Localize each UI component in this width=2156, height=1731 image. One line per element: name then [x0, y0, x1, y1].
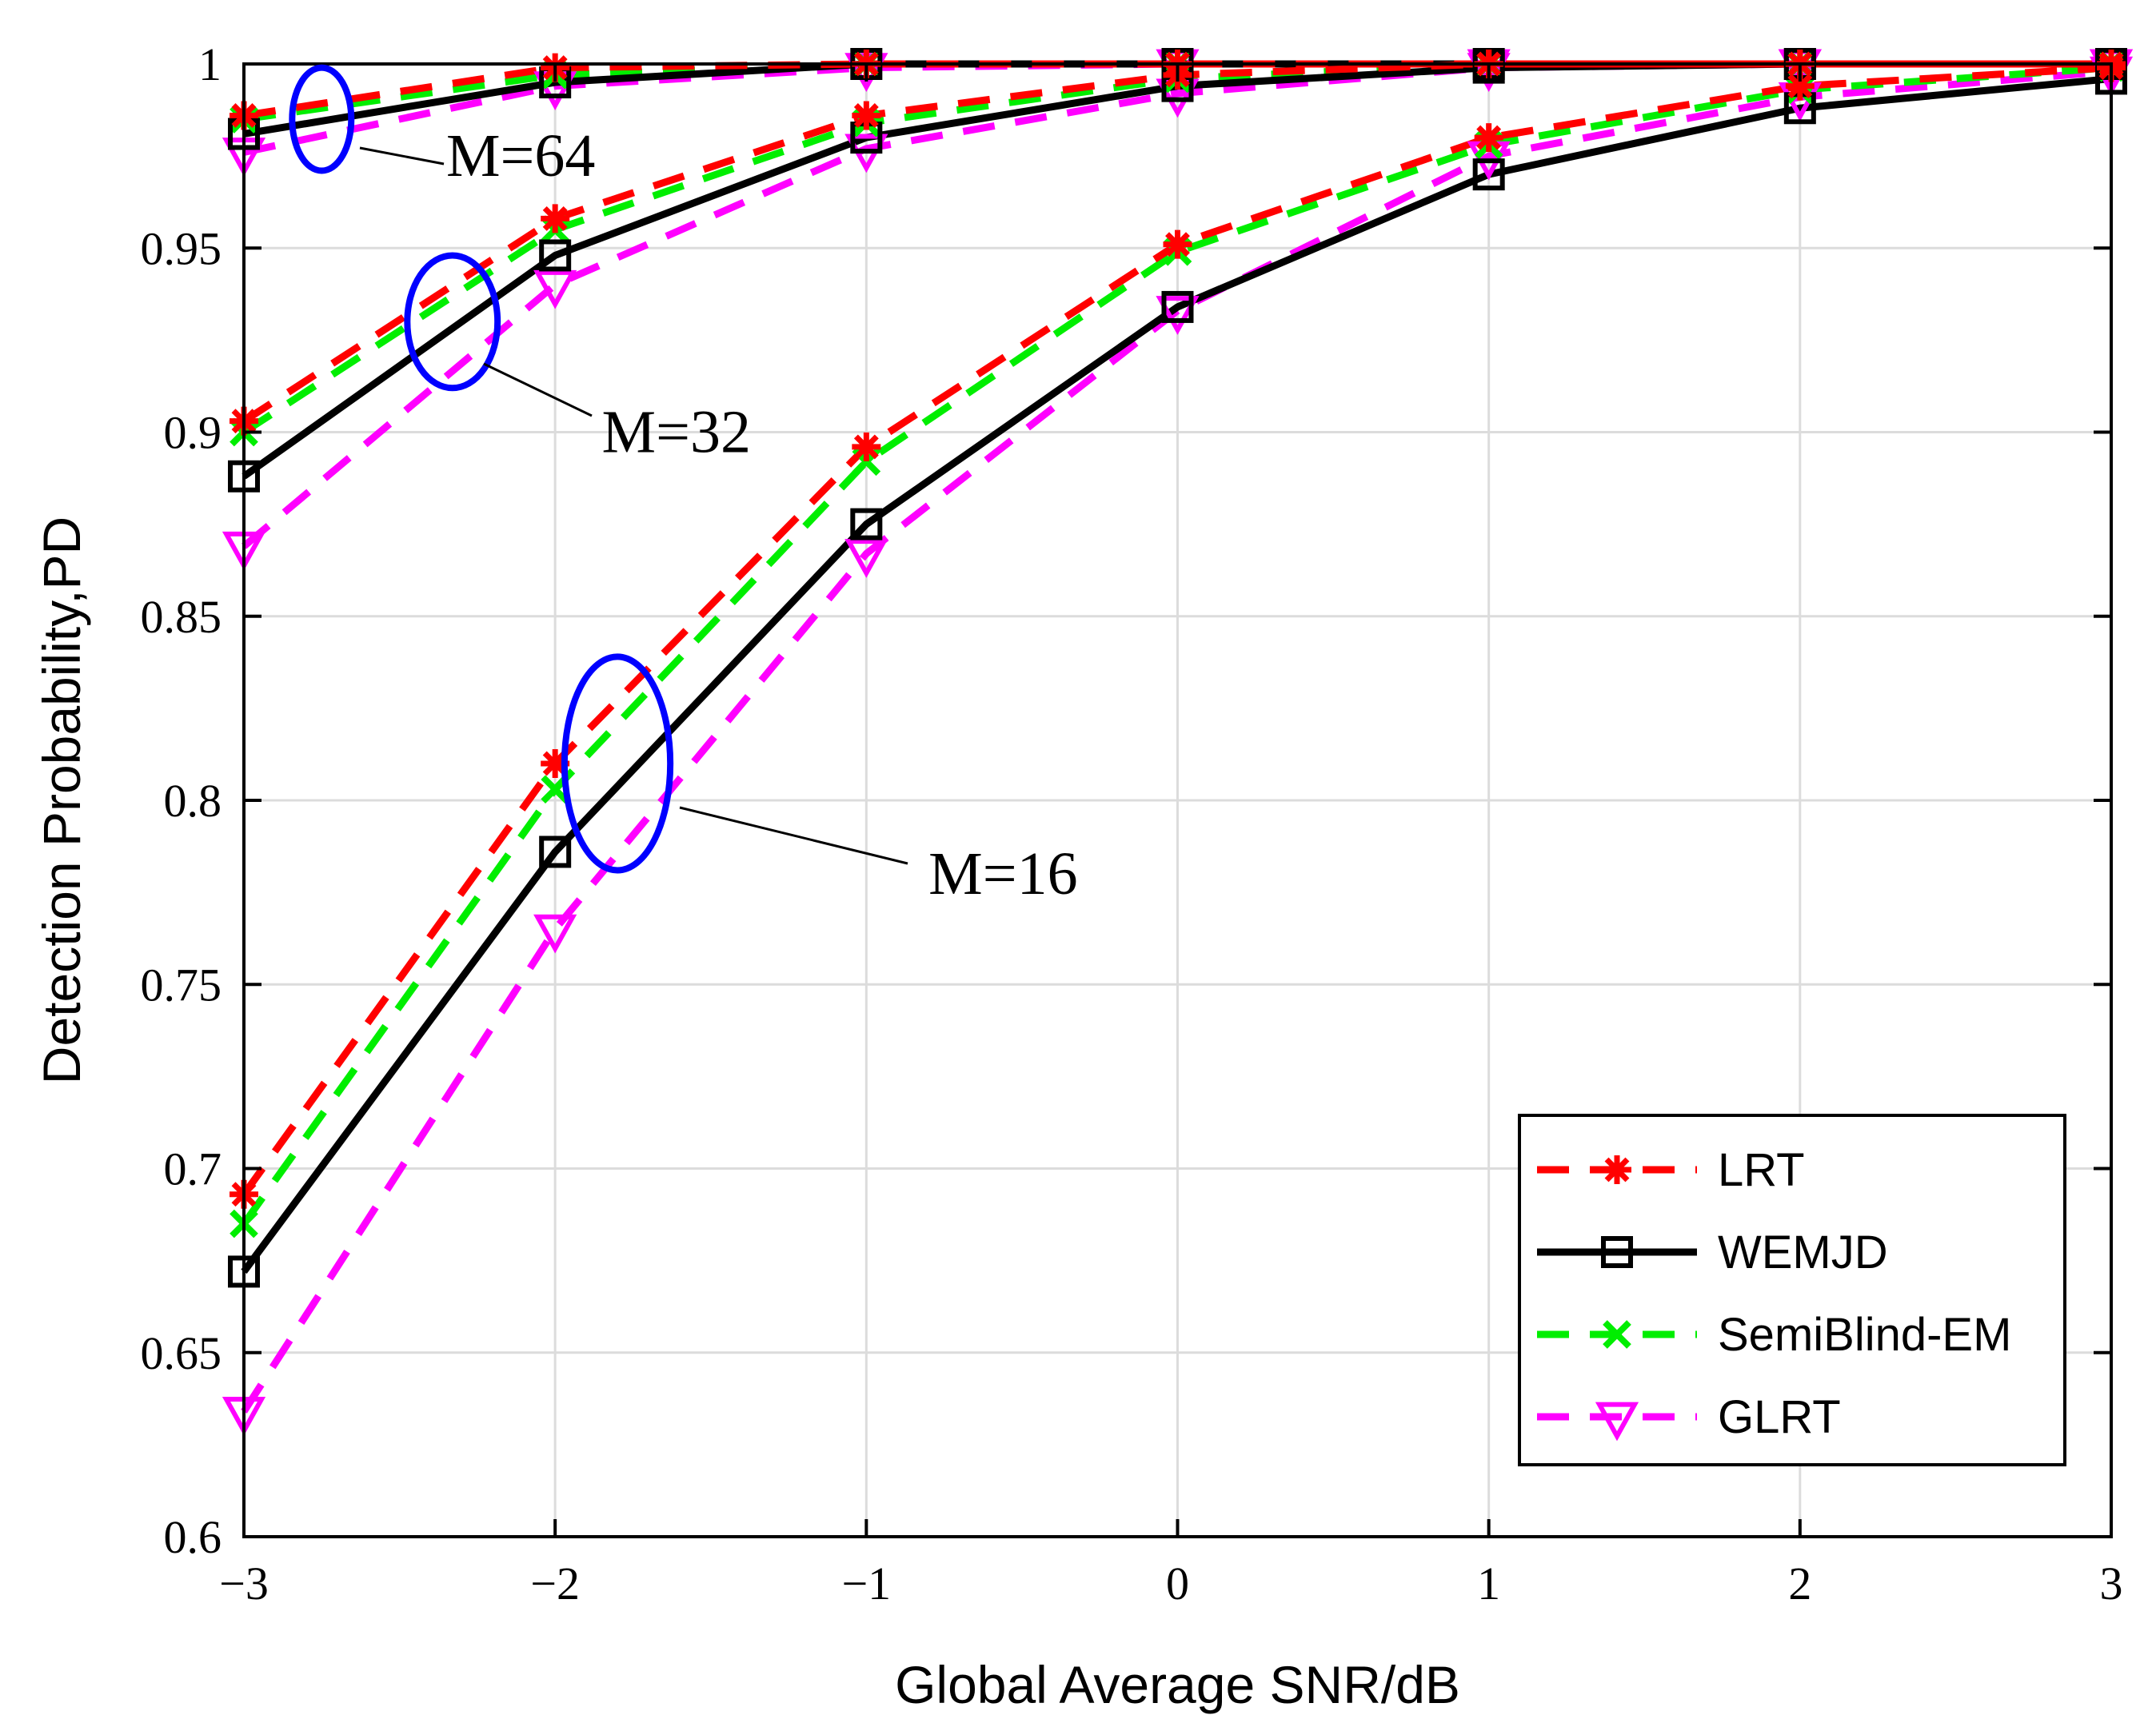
data-point-wemjd — [539, 239, 572, 272]
legend-label: GLRT — [1718, 1391, 1841, 1443]
legend-marker — [1595, 1402, 1639, 1442]
y-tick-label: 0.95 — [141, 222, 222, 274]
marker-square — [539, 836, 572, 868]
annotation-label-m16: M=16 — [928, 840, 1077, 907]
y-tick-label: 0.85 — [141, 591, 222, 643]
plot-area: −3 −2 −1 0 1 2 3 0.6 0.65 0.7 0.75 0.8 0.85 0.9 0.95 1 M… — [141, 38, 2134, 1609]
marker-triangle — [1595, 1402, 1639, 1442]
x-tick-label: −2 — [530, 1558, 580, 1609]
marker-ast-d2 — [853, 434, 879, 460]
y-tick-label: 0.7 — [164, 1143, 222, 1195]
y-tick-label: 0.65 — [141, 1327, 222, 1379]
marker-square — [850, 508, 883, 540]
data-point-lrt — [1163, 229, 1192, 259]
data-point-lrt — [852, 432, 881, 461]
annotation-leader-line — [679, 806, 908, 865]
data-point-lrt — [541, 204, 570, 233]
x-tick-label: 1 — [1477, 1558, 1500, 1609]
annotation-label-m64: M=64 — [446, 122, 595, 189]
annotation-label-m32: M=32 — [602, 399, 751, 466]
series-line-wemjd-m16 — [241, 74, 2112, 1274]
marker-square — [1472, 158, 1505, 191]
marker-ast-d2 — [853, 103, 879, 128]
annotation-ellipse-m16 — [561, 653, 674, 874]
legend-item-lrt: LRT — [1537, 1144, 1805, 1196]
marker-triangle — [844, 539, 888, 578]
legend: LRT WEMJD SemiBlind-EM GLRT — [1518, 1114, 2066, 1466]
data-point-lrt — [852, 101, 881, 130]
series-line-glrt-m32 — [242, 60, 2111, 549]
y-tick-label: 1 — [198, 38, 222, 90]
x-tick-label: −1 — [841, 1558, 891, 1609]
marker-square — [1161, 290, 1194, 323]
data-point-glrt — [1156, 296, 1200, 335]
marker-x-b — [1603, 1320, 1631, 1349]
marker-ast-d2 — [1165, 232, 1190, 257]
legend-item-wemjd: WEMJD — [1537, 1226, 1888, 1278]
marker-ast-d2 — [542, 205, 568, 231]
data-point-glrt — [533, 269, 577, 309]
marker-ast-d2 — [1604, 1157, 1630, 1183]
marker-triangle — [533, 914, 577, 954]
annotation-ellipse-m32 — [404, 252, 501, 392]
annotation-leader-line — [483, 362, 593, 417]
legend-label: WEMJD — [1718, 1226, 1888, 1278]
y-tick-label: 0.75 — [141, 959, 222, 1011]
data-point-wemjd — [539, 836, 572, 868]
x-axis-label: Global Average SNR/dB — [895, 1655, 1460, 1714]
marker-ast-d2 — [1787, 74, 1813, 99]
annotation-leader-line — [359, 146, 445, 166]
legend-label: SemiBlind-EM — [1718, 1309, 2011, 1361]
y-tick-label: 0.9 — [164, 407, 222, 459]
legend-marker — [1603, 1155, 1631, 1184]
data-point-glrt — [844, 539, 888, 578]
x-tick-label: −3 — [219, 1558, 269, 1609]
legend-marker — [1601, 1236, 1633, 1268]
data-point-wemjd — [850, 508, 883, 540]
marker-ast-d2 — [1476, 125, 1502, 150]
legend-label: LRT — [1718, 1144, 1805, 1196]
legend-marker — [1603, 1320, 1631, 1349]
y-tick-label: 0.6 — [164, 1511, 222, 1563]
y-tick-label: 0.8 — [164, 775, 222, 827]
marker-triangle — [533, 269, 577, 309]
x-tick-label: 2 — [1788, 1558, 1811, 1609]
series-line-glrt-m64 — [243, 60, 2111, 156]
data-point-glrt — [533, 914, 577, 954]
annotation-ellipse-m64 — [289, 64, 355, 174]
data-point-wemjd — [1161, 290, 1194, 323]
legend-item-glrt: GLRT — [1537, 1391, 1841, 1443]
marker-square — [1601, 1236, 1633, 1268]
data-point-lrt — [1474, 123, 1503, 153]
legend-item-semiblind-em: SemiBlind-EM — [1537, 1309, 2011, 1361]
x-tick-label: 3 — [2100, 1558, 2123, 1609]
x-tick-label: 0 — [1166, 1558, 1189, 1609]
marker-square — [539, 239, 572, 272]
data-point-wemjd — [1472, 158, 1505, 191]
y-axis-label: Detection Probability,PD — [32, 517, 91, 1084]
marker-triangle — [1156, 296, 1200, 335]
